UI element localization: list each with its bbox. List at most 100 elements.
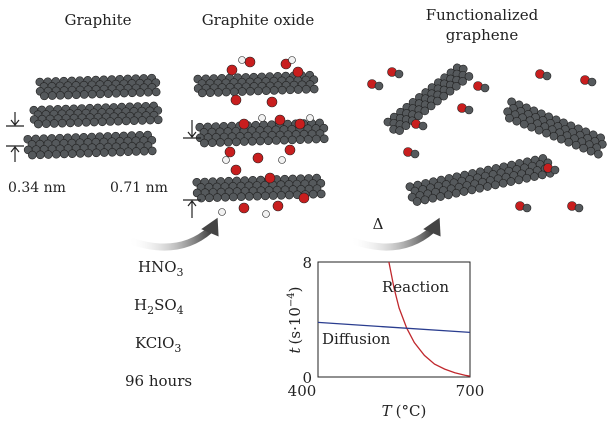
graphite-oxide-title: Graphite oxide [202, 11, 315, 29]
carbon-atom [247, 137, 257, 146]
carbon-atom [47, 91, 57, 100]
y-axis-exp: −4 [286, 292, 297, 307]
carbon-atom [127, 88, 137, 98]
carbon-atom [239, 137, 249, 146]
carbon-atom [200, 138, 209, 148]
carbon-atom [252, 191, 262, 201]
carbon-atom [319, 134, 329, 144]
x-axis-var: T [382, 402, 393, 420]
carbon-atom [216, 138, 225, 147]
x-tick-700: 700 [456, 382, 485, 400]
reagent-hno3: HNO3 [138, 258, 184, 279]
carbon-atom [303, 135, 313, 144]
carbon-atom [316, 189, 326, 199]
graphene-sheet [383, 63, 474, 135]
carbon-atom [113, 116, 123, 126]
carbon-atom [137, 116, 147, 125]
graphite-title: Graphite [64, 11, 131, 29]
oxide-layer [192, 173, 326, 203]
carbon-atom [237, 87, 247, 96]
functionalized-title-line1: Functionalized [426, 6, 539, 24]
carbon-atom [59, 149, 69, 159]
carbon-atom [223, 137, 233, 147]
y-axis-close: ) [286, 286, 304, 292]
y-axis-unit: (s·10 [286, 307, 304, 344]
y-axis-var: t [286, 347, 304, 354]
carbon-atom [197, 88, 207, 98]
y-axis-label: t (s·10−4) [286, 286, 304, 353]
graphite-layer [35, 73, 161, 101]
carbon-atom [253, 86, 263, 96]
carbon-atom [143, 87, 153, 97]
carbon-atom [293, 85, 303, 94]
carbon-atom [103, 89, 113, 98]
carbon-atom [107, 147, 117, 157]
oxygen-atom [284, 144, 296, 156]
series-diffusion-line [317, 321, 471, 334]
carbon-atom [145, 115, 155, 125]
carbon-atom [75, 149, 85, 158]
hydrogen-atom [218, 208, 226, 216]
oxygen-atom [274, 114, 286, 126]
hydrogen-atom [222, 156, 230, 164]
oxygen-atom [224, 146, 236, 158]
carbon-atom [91, 148, 101, 158]
oxygen-atom [294, 118, 306, 130]
carbon-atom [594, 149, 603, 159]
carbon-atom [269, 86, 279, 95]
graphite-sheets [23, 73, 163, 160]
oxygen-atom [298, 192, 310, 204]
carbon-atom [95, 89, 105, 99]
carbon-atom [44, 150, 53, 159]
x-axis-unit: (°C) [396, 402, 427, 420]
graphite-oxide-sheets [192, 56, 329, 218]
y-tick-0: 0 [302, 369, 312, 387]
reaction-time: 96 hours [125, 372, 193, 390]
series-reaction-line [388, 261, 471, 377]
carbon-atom [480, 83, 490, 93]
carbon-atom [79, 90, 89, 99]
carbon-atom [39, 91, 49, 101]
carbon-atom [542, 71, 552, 81]
carbon-atom [260, 191, 270, 201]
chart-frame [317, 261, 471, 378]
process-arrow-1 [126, 217, 219, 251]
carbon-atom [374, 81, 384, 91]
oxygen-atom [238, 118, 250, 130]
carbon-atom [295, 135, 305, 144]
carbon-atom [221, 87, 231, 97]
heat-symbol: Δ [373, 215, 384, 233]
carbon-atom [255, 136, 265, 146]
carbon-atom [271, 136, 281, 145]
carbon-atom [135, 88, 145, 97]
graphite-spacing-marker [6, 112, 24, 162]
carbon-atom [121, 116, 131, 126]
carbon-atom [129, 116, 139, 125]
carbon-atom [67, 149, 77, 158]
carbon-atom [205, 88, 215, 97]
carbon-atom [574, 203, 584, 213]
carbon-atom [464, 72, 474, 81]
carbon-atom [65, 118, 75, 128]
carbon-atom [464, 105, 474, 115]
carbon-atom [587, 77, 597, 87]
carbon-atom [28, 150, 37, 160]
hydrogen-atom [306, 114, 314, 122]
carbon-atom [244, 192, 254, 201]
carbon-atom [49, 119, 59, 128]
oxygen-atom [266, 96, 278, 108]
carbon-atom [263, 136, 273, 146]
oxygen-atom [230, 94, 242, 106]
graphene-sheet [503, 97, 607, 159]
carbon-atom [245, 86, 255, 96]
y-tick-8: 8 [302, 254, 312, 272]
carbon-atom [311, 134, 321, 144]
carbon-atom [81, 118, 91, 127]
carbon-atom [228, 192, 238, 202]
carbon-atom [33, 119, 43, 129]
oxygen-atom [252, 152, 264, 164]
carbon-atom [139, 146, 149, 156]
carbon-atom [276, 191, 286, 200]
functionalized-graphene-sheets [367, 63, 607, 213]
carbon-atom [522, 203, 532, 213]
